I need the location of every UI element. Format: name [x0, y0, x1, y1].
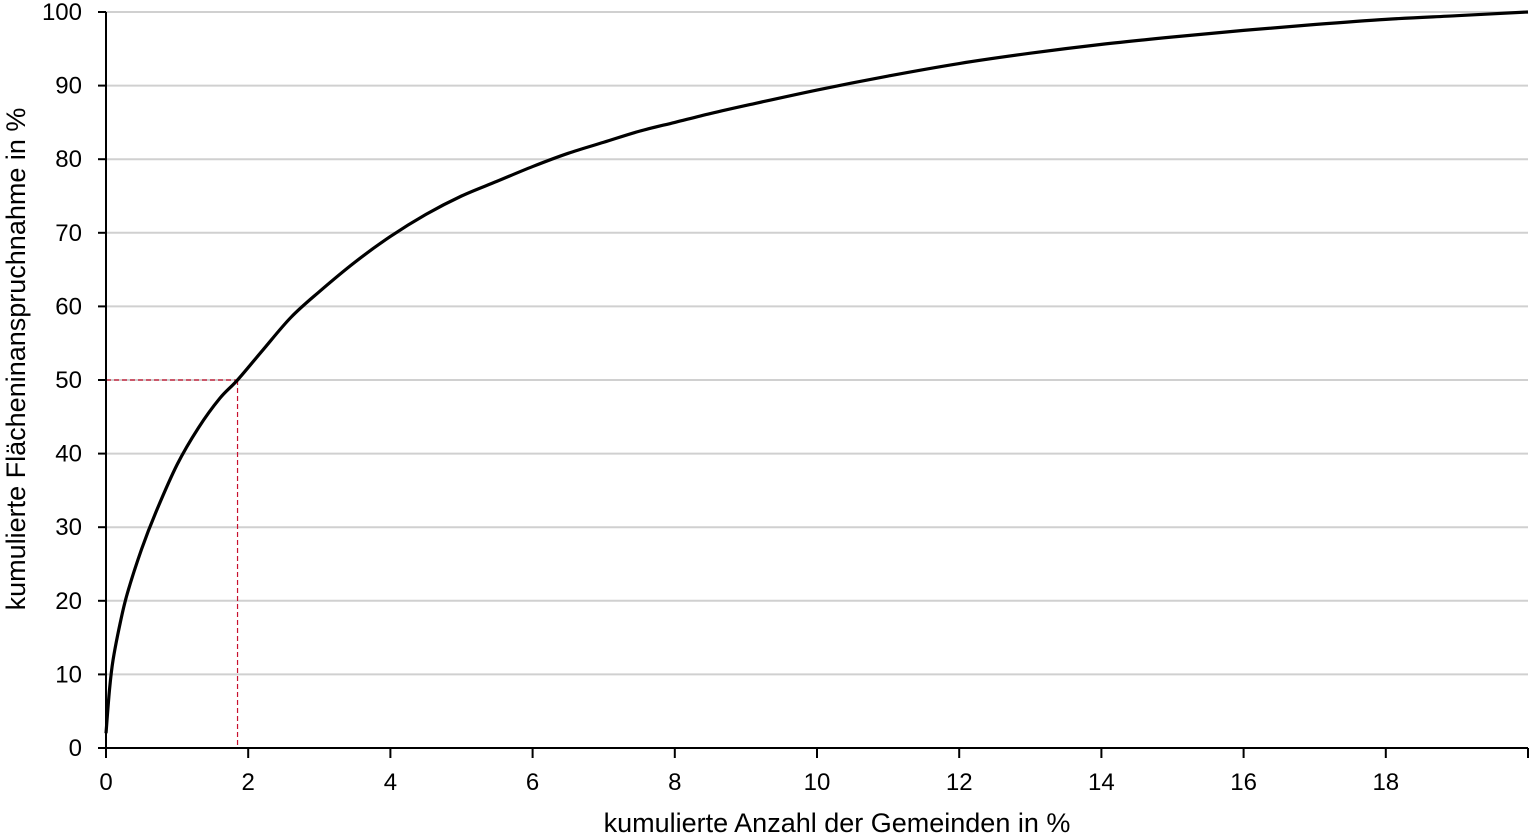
- y-tick-label-0: 0: [69, 735, 82, 762]
- y-tick-label-6: 60: [55, 293, 82, 320]
- series-layer: [104, 10, 1529, 734]
- y-axis-ticks: 0 10 20 30 40 50 60 70 80 90 100: [42, 0, 106, 762]
- x-tick-label-4: 8: [668, 769, 681, 796]
- y-tick-label-7: 70: [55, 220, 82, 247]
- y-tick-label-2: 20: [55, 588, 82, 615]
- x-axis-title: kumulierte Anzahl der Gemeinden in %: [604, 808, 1071, 837]
- x-tick-label-2: 4: [384, 769, 397, 796]
- annotations: [106, 379, 239, 748]
- y-tick-label-1: 10: [55, 661, 82, 688]
- x-tick-label-9: 18: [1372, 769, 1399, 796]
- x-tick-label-3: 6: [526, 769, 539, 796]
- y-tick-label-9: 90: [55, 73, 82, 100]
- y-tick-label-5: 50: [55, 367, 82, 394]
- x-tick-label-8: 16: [1230, 769, 1257, 796]
- y-axis-title: kumulierte Flächeninanspruchnahme in %: [1, 108, 31, 611]
- y-tick-label-3: 30: [55, 514, 82, 541]
- gridlines: [106, 11, 1528, 676]
- x-tick-label-7: 14: [1088, 769, 1115, 796]
- series-line-0: [104, 10, 1529, 734]
- y-tick-label-4: 40: [55, 441, 82, 468]
- x-axis-ticks: 0 2 4 6 8 10 12 14 16 18: [99, 748, 1529, 796]
- x-tick-label-5: 10: [804, 769, 831, 796]
- x-tick-label-1: 2: [242, 769, 255, 796]
- y-tick-label-8: 80: [55, 146, 82, 173]
- x-tick-label-6: 12: [946, 769, 973, 796]
- x-tick-label-0: 0: [99, 769, 112, 796]
- y-tick-label-10: 100: [42, 0, 82, 26]
